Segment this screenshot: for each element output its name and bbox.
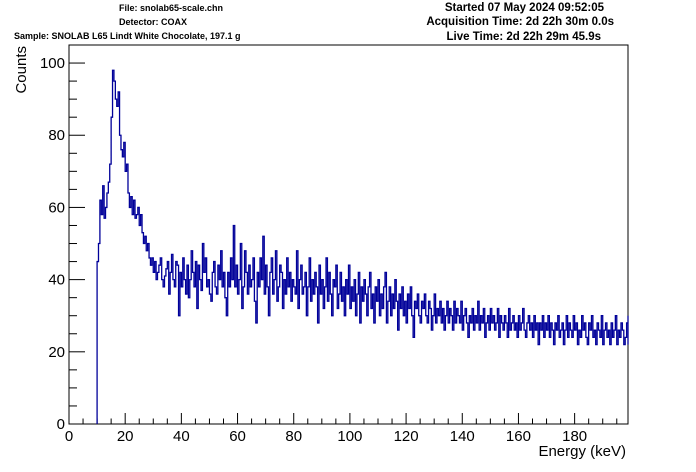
y-axis-label: Counts: [13, 46, 30, 94]
header-acquisition-time: Acquisition Time: 2d 22h 30m 0.0s: [426, 16, 614, 28]
header-started: Started 07 May 2024 09:52:05: [444, 2, 604, 14]
x-tick-label: 40: [173, 428, 190, 445]
plot-frame: [68, 44, 629, 425]
spectrum-data: [96, 69, 629, 424]
y-tick-label: 0: [57, 416, 65, 433]
header-detector: Detector: COAX: [119, 17, 188, 27]
spectrum-line: [96, 69, 629, 424]
x-axis: 0 20 40 60 80 100 120 140 160 180: [65, 413, 618, 445]
header-sample: Sample: SNOLAB L65 Lindt White Chocolate…: [14, 31, 241, 41]
x-tick-label: 100: [337, 428, 362, 445]
x-tick-label: 180: [562, 428, 587, 445]
y-tick-label: 20: [48, 344, 65, 361]
y-axis: 0 20 40 60 80 100: [40, 44, 85, 433]
x-tick-label: 80: [285, 428, 302, 445]
x-tick-label: 60: [229, 428, 246, 445]
x-tick-label: 120: [394, 428, 419, 445]
y-tick-label: 100: [40, 55, 65, 72]
header-file: File: snolab65-scale.chn: [119, 3, 224, 13]
y-tick-label: 80: [48, 127, 65, 144]
x-tick-label: 140: [450, 428, 475, 445]
x-tick-label: 160: [506, 428, 531, 445]
y-tick-label: 40: [48, 272, 65, 289]
x-axis-label: Energy (keV): [538, 443, 626, 460]
y-tick-label: 60: [48, 199, 65, 216]
x-tick-label: 0: [65, 428, 73, 445]
header-live-time: Live Time: 2d 22h 29m 45.9s: [446, 31, 601, 43]
x-tick-label: 20: [117, 428, 134, 445]
